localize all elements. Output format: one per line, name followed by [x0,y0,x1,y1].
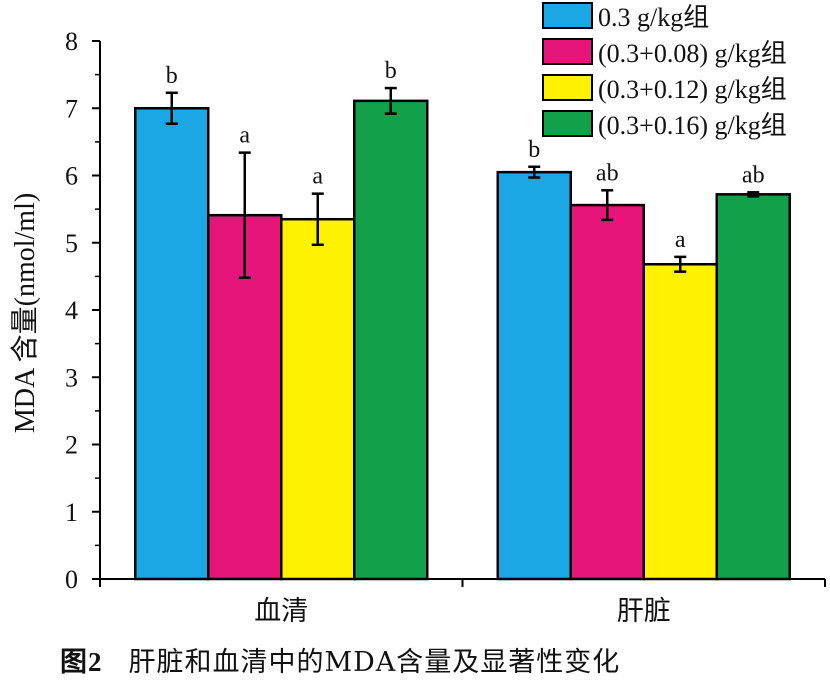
significance-label: a [675,227,686,253]
significance-label: ab [742,162,765,188]
significance-label: b [528,137,540,163]
y-tick-labels-layer: 0 1 2 3 4 5 6 7 8 [65,27,78,594]
y-tick-label: 7 [65,94,78,123]
x-tick-label: 血清 [254,596,308,626]
category-labels-layer: 血清 肝脏 [254,596,671,626]
legend-swatch [542,2,593,29]
significance-label: b [166,63,178,89]
y-axis-label: MDA 含量(nmol/ml) [9,193,41,433]
legend: 0.3 g/kg组 (0.3+0.08) g/kg组 (0.3+0.12) g/kg… [542,2,787,140]
legend-swatch [542,74,593,101]
y-tick-label: 8 [65,27,78,56]
bar [280,217,356,581]
significance-label: ab [596,160,619,186]
x-tick-label: 肝脏 [617,596,671,626]
legend-label: (0.3+0.16) g/kg组 [598,111,787,140]
y-tick-label: 0 [65,565,78,594]
error-bars-layer [165,86,760,279]
legend-label: (0.3+0.08) g/kg组 [598,39,787,68]
significance-label: b [385,58,397,84]
y-tick-label: 3 [65,363,78,392]
bar [353,99,429,581]
legend-label: 0.3 g/kg组 [598,3,709,32]
y-tick-label: 2 [65,431,78,460]
caption-text: 肝脏和血清中的MDA含量及显著性变化 [128,647,621,678]
y-tick-label: 4 [65,296,78,325]
bar [496,170,572,581]
y-tick-label: 5 [65,229,78,258]
legend-label: (0.3+0.12) g/kg组 [598,75,787,104]
bar [569,203,645,581]
figure-caption: 图2 肝脏和血清中的MDA含量及显著性变化 [60,640,620,679]
significance-label: a [239,123,250,149]
bars-layer [134,99,791,581]
significance-label: a [312,164,323,190]
bar [715,193,791,581]
axes-layer [92,40,826,587]
bar [134,107,210,581]
legend-swatch [542,38,593,65]
y-tick-label: 6 [65,162,78,191]
bar [642,263,718,581]
y-tick-label: 1 [65,498,78,527]
figure-number: 图2 [60,647,103,677]
legend-swatch [542,110,593,137]
